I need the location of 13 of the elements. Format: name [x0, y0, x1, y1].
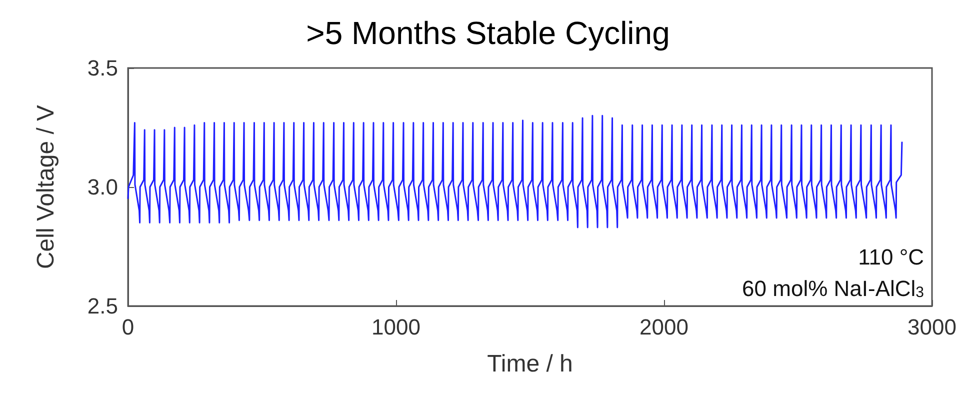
chart-title: >5 Months Stable Cycling — [306, 15, 670, 51]
x-tick-label: 3000 — [908, 314, 956, 340]
x-tick-label: 2000 — [640, 314, 688, 340]
x-tick-label: 0 — [122, 314, 134, 340]
annotation: 110 °C — [858, 244, 924, 270]
y-tick-label: 3.0 — [87, 174, 118, 200]
y-tick-label: 2.5 — [87, 294, 118, 318]
y-axis-title: Cell Voltage / V — [32, 104, 60, 270]
x-tick-label: 1000 — [372, 314, 420, 340]
x-axis-title: Time / h — [487, 350, 573, 378]
annotation: 60 mol% NaI-AlCl3 — [742, 276, 924, 301]
line-series — [127, 114, 903, 228]
y-tick-label: 3.5 — [87, 56, 118, 80]
